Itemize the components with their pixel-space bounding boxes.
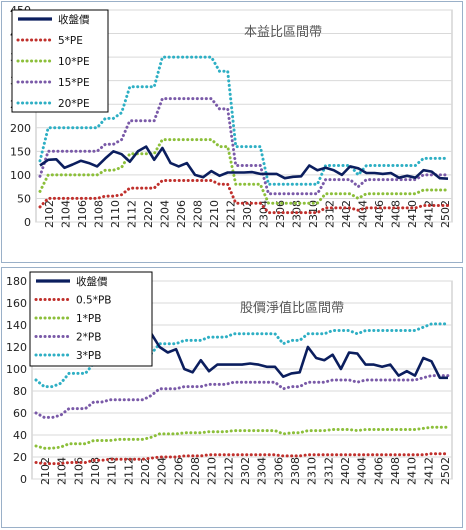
pe-y-tick-label: 100 [10,169,31,182]
pe-series-line-0 [39,145,449,180]
pb-series-line-2 [34,425,450,450]
pe-x-tick-label: 2210 [208,200,221,228]
pe-band-chart: 0501001502002503003504004502102210421062… [1,1,463,263]
pe-x-tick-label: 2306 [274,200,287,228]
pb-legend-label: 2*PB [76,332,101,344]
pb-x-tick-label: 2306 [272,457,285,485]
pe-x-tick-label: 2412 [423,200,436,228]
pb-x-tick-label: 2310 [306,457,319,485]
pb-x-tick-label: 2210 [206,457,219,485]
pb-x-tick-label: 2502 [439,457,452,485]
pb-band-chart: 0 20 40 60 80 100 120 140 160 180 2102 2104 2106 2108… [1,267,463,528]
pb-x-tick-label: 2308 [289,457,302,485]
pb-x-tick-label: 2402 [339,457,352,485]
pe-x-tick-label: 2212 [225,200,238,228]
pe-x-tick-label: 2112 [126,200,139,228]
pe-series-line-1 [38,179,450,215]
pe-x-tick-label: 2208 [192,200,205,228]
pb-legend-label: 收盤價 [76,275,108,288]
pe-y-tick-label: 0 [24,216,31,229]
pb-x-tick-label: 2410 [406,457,419,485]
pb-y-tick-label: 140 [6,319,27,332]
pe-legend-label: 收盤價 [58,13,90,26]
pe-x-tick-label: 2106 [76,200,89,228]
pb-legend-label: 3*PB [76,350,101,362]
pe-band-chart-svg: 0501001502002503003504004502102210421062… [10,4,453,229]
pb-x-tick-label: 2108 [89,457,102,485]
pe-x-tick-label: 2102 [43,200,56,228]
pb-legend: 收盤價 0.5*PB 1*PB 2*PB 3*PB [29,271,153,367]
pe-x-tick-label: 2110 [109,200,122,228]
pb-x-tick-label: 2302 [239,457,252,485]
pb-chart-title: 股價淨值比區間帶 [240,300,344,316]
pe-legend-label: 5*PE [58,35,83,47]
pe-y-tick-label: 150 [10,145,31,158]
pb-y-tick-label: 20 [13,451,27,464]
pb-x-tick-label: 2312 [322,457,335,485]
pb-x-tick-label: 2112 [122,457,135,485]
pb-x-tick-label: 2212 [222,457,235,485]
pe-x-tick-label: 2302 [241,200,254,228]
pb-y-tick-label: 180 [6,275,27,288]
pb-x-tick-label: 2110 [106,457,119,485]
pb-series-line-3 [34,374,450,419]
pb-y-tick-label: 0 [20,473,27,486]
pe-y-tick-label: 50 [17,192,31,205]
pb-x-tick-label: 2412 [422,457,435,485]
pb-x-tick-label: 2408 [389,457,402,485]
pb-x-tick-label: 2404 [356,457,369,485]
pe-x-tick-label: 2206 [175,200,188,228]
pe-x-tick-label: 2204 [159,200,172,228]
pe-series-line-4 [38,55,450,186]
pe-x-tick-label: 2202 [142,200,155,228]
pe-y-tick-label: 200 [10,122,31,135]
pb-y-tick-label: 100 [6,363,27,376]
pb-y-tick-label: 160 [6,297,27,310]
pe-x-tick-label: 2108 [93,200,106,228]
pb-series-line-1 [34,452,450,466]
pe-legend-label: 20*PE [58,98,90,110]
pe-series-line-3 [38,97,450,196]
pb-legend-label: 1*PB [76,313,101,325]
pb-x-tick-label: 2208 [189,457,202,485]
pb-x-tick-label: 2106 [72,457,85,485]
pb-y-tick-label: 40 [13,429,27,442]
pe-x-tick-label: 2310 [307,200,320,228]
pb-x-tick-label: 2202 [139,457,152,485]
pe-legend-label: 10*PE [58,56,90,68]
pb-x-tick-label: 2406 [372,457,385,485]
pe-legend-label: 15*PE [58,77,90,89]
pe-x-tick-label: 2304 [258,200,271,228]
pb-y-tick-label: 80 [13,385,27,398]
pb-x-tick-label: 2304 [256,457,269,485]
pb-legend-label: 0.5*PB [76,295,111,307]
pe-legend: 收盤價 5*PE 10*PE 15*PE 20*PE [11,9,109,113]
pb-y-tick-label: 120 [6,341,27,354]
pe-chart-title: 本益比區間帶 [244,25,322,40]
pe-series-line-2 [38,138,450,205]
pb-y-tick-label: 60 [13,407,27,420]
pb-x-tick-label: 2204 [156,457,169,485]
pb-x-tick-label: 2206 [172,457,185,485]
pe-x-tick-label: 2502 [439,200,452,228]
pe-x-tick-label: 2104 [60,200,73,228]
